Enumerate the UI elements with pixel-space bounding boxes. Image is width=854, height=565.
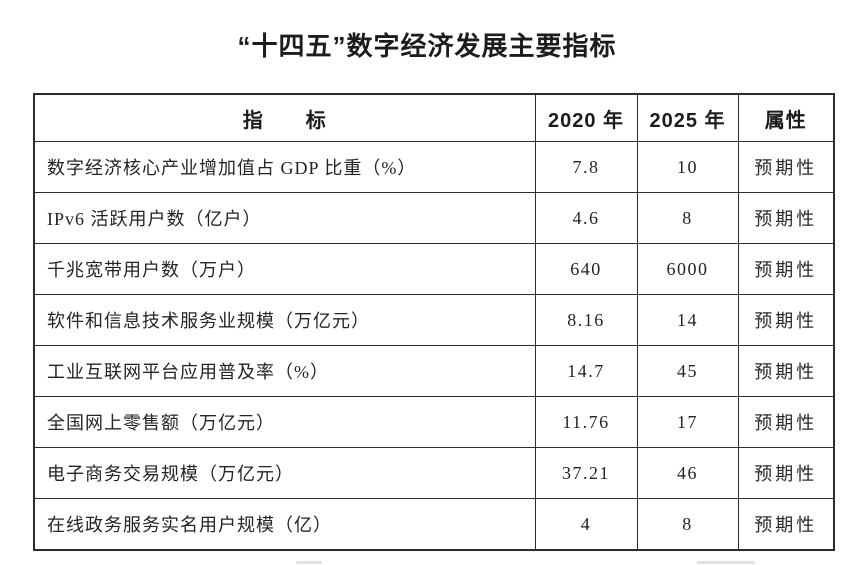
- attribute-cell: 预期性: [737, 141, 835, 193]
- table-row: 软件和信息技术服务业规模（万亿元） 8.16 14 预期性: [33, 294, 835, 346]
- attribute-cell: 预期性: [737, 498, 835, 551]
- table-row: 千兆宽带用户数（万户） 640 6000 预期性: [33, 243, 835, 295]
- value-2025-cell: 8: [636, 498, 739, 551]
- value-2025-cell: 45: [636, 345, 739, 397]
- header-2020: 2020 年: [534, 93, 638, 142]
- table-row: IPv6 活跃用户数（亿户） 4.6 8 预期性: [33, 192, 835, 244]
- value-2025-cell: 6000: [636, 243, 739, 295]
- table-row: 全国网上零售额（万亿元） 11.76 17 预期性: [33, 396, 835, 448]
- page-title: “十四五”数字经济发展主要指标: [237, 31, 617, 61]
- header-2025: 2025 年: [636, 93, 739, 142]
- value-2020-cell: 7.8: [534, 141, 638, 193]
- attribute-cell: 预期性: [737, 447, 835, 499]
- attribute-cell: 预期性: [737, 294, 835, 346]
- table-row: 电子商务交易规模（万亿元） 37.21 46 预期性: [33, 447, 835, 499]
- cropped-text-artifact: [296, 561, 322, 564]
- table-row: 在线政务服务实名用户规模（亿） 4 8 预期性: [33, 498, 835, 551]
- value-2020-cell: 4.6: [534, 192, 638, 244]
- attribute-cell: 预期性: [737, 345, 835, 397]
- indicators-table: 指 标 2020 年 2025 年 属性 数字经济核心产业增加值占 GDP 比重…: [33, 93, 835, 551]
- value-2025-cell: 17: [636, 396, 739, 448]
- value-2020-cell: 4: [534, 498, 638, 551]
- indicator-cell: IPv6 活跃用户数（亿户）: [33, 192, 536, 244]
- value-2025-cell: 10: [636, 141, 739, 193]
- value-2020-cell: 8.16: [534, 294, 638, 346]
- value-2020-cell: 14.7: [534, 345, 638, 397]
- indicator-cell: 在线政务服务实名用户规模（亿）: [33, 498, 536, 551]
- indicator-cell: 数字经济核心产业增加值占 GDP 比重（%）: [33, 141, 536, 193]
- indicator-cell: 软件和信息技术服务业规模（万亿元）: [33, 294, 536, 346]
- indicator-cell: 电子商务交易规模（万亿元）: [33, 447, 536, 499]
- table-header-row: 指 标 2020 年 2025 年 属性: [33, 93, 835, 142]
- attribute-cell: 预期性: [737, 396, 835, 448]
- header-attribute: 属性: [737, 93, 835, 142]
- indicator-cell: 千兆宽带用户数（万户）: [33, 243, 536, 295]
- table-row: 工业互联网平台应用普及率（%） 14.7 45 预期性: [33, 345, 835, 397]
- attribute-cell: 预期性: [737, 243, 835, 295]
- cropped-text-artifact: [697, 561, 755, 564]
- attribute-cell: 预期性: [737, 192, 835, 244]
- table-row: 数字经济核心产业增加值占 GDP 比重（%） 7.8 10 预期性: [33, 141, 835, 193]
- value-2020-cell: 11.76: [534, 396, 638, 448]
- value-2020-cell: 640: [534, 243, 638, 295]
- indicator-cell: 全国网上零售额（万亿元）: [33, 396, 536, 448]
- value-2020-cell: 37.21: [534, 447, 638, 499]
- value-2025-cell: 46: [636, 447, 739, 499]
- value-2025-cell: 8: [636, 192, 739, 244]
- value-2025-cell: 14: [636, 294, 739, 346]
- header-indicator: 指 标: [33, 93, 536, 142]
- indicator-cell: 工业互联网平台应用普及率（%）: [33, 345, 536, 397]
